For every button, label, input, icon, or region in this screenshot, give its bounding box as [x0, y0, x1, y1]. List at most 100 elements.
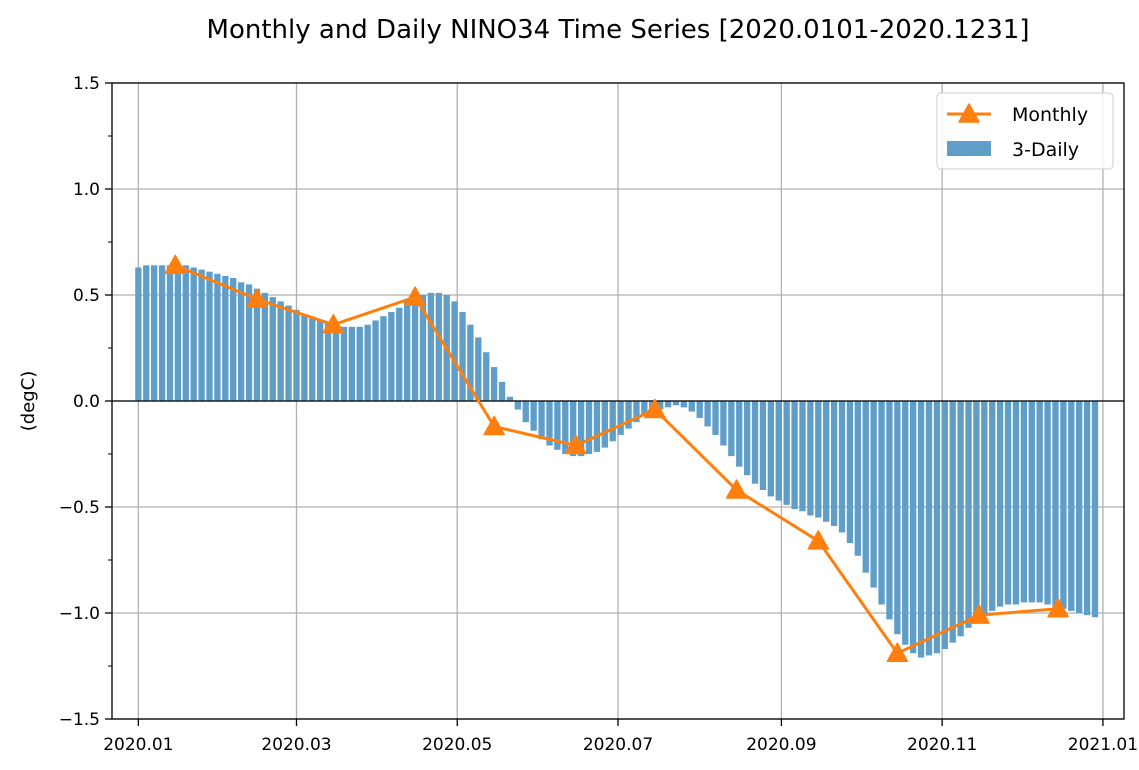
- daily-bar: [894, 401, 901, 635]
- daily-bar: [902, 401, 909, 645]
- daily-bar: [427, 292, 435, 401]
- daily-bar: [498, 381, 506, 401]
- daily-bar: [198, 269, 205, 401]
- daily-bar: [301, 314, 308, 401]
- daily-bar: [657, 401, 664, 410]
- y-tick-label: 0.0: [73, 392, 100, 412]
- daily-bar: [1083, 401, 1091, 616]
- daily-bar: [1060, 401, 1067, 609]
- y-tick-label: 1.5: [73, 74, 100, 94]
- daily-bar: [783, 401, 790, 505]
- monthly-point-marker: [644, 398, 666, 419]
- daily-bar: [546, 401, 553, 446]
- daily-bar: [570, 401, 577, 457]
- legend: Monthly 3-Daily: [936, 92, 1114, 170]
- daily-bar: [277, 301, 284, 401]
- daily-bar: [348, 326, 355, 401]
- legend-triangle-marker: [958, 103, 980, 123]
- monthly-point-marker: [807, 530, 830, 550]
- daily-bar: [356, 326, 363, 401]
- bars-layer: [135, 265, 1099, 658]
- monthly-point-marker: [322, 313, 345, 334]
- daily-bar: [293, 309, 300, 401]
- daily-bar: [680, 401, 688, 408]
- monthly-point-marker: [404, 286, 426, 306]
- daily-bar: [324, 322, 332, 401]
- daily-bar: [506, 396, 514, 401]
- legend-monthly-label: Monthly: [1012, 104, 1088, 126]
- daily-bar: [672, 401, 680, 406]
- daily-bar: [625, 401, 632, 429]
- daily-bar: [475, 337, 482, 401]
- daily-bar: [237, 282, 245, 401]
- daily-bar: [886, 401, 893, 620]
- daily-bar: [538, 401, 545, 440]
- daily-bar: [862, 401, 869, 573]
- daily-bar: [720, 401, 727, 446]
- daily-bar: [989, 401, 996, 611]
- monthly-line-layer: [164, 254, 1069, 663]
- daily-bar: [459, 311, 466, 401]
- daily-bar: [554, 401, 561, 450]
- daily-bar: [617, 401, 624, 435]
- daily-bar: [380, 316, 387, 401]
- daily-bar: [688, 401, 695, 412]
- daily-bar: [910, 401, 917, 654]
- y-tick-label: 0.5: [73, 286, 100, 306]
- daily-bar: [340, 326, 348, 401]
- daily-bar: [261, 292, 269, 401]
- daily-bar: [854, 401, 861, 556]
- daily-bar: [823, 401, 830, 522]
- daily-bar: [483, 352, 490, 401]
- daily-bar: [838, 401, 846, 533]
- daily-bar: [182, 265, 189, 401]
- daily-bar: [941, 401, 948, 650]
- daily-bar: [451, 301, 458, 401]
- daily-bar: [206, 271, 213, 401]
- daily-bar: [736, 401, 743, 467]
- daily-bar: [949, 401, 956, 643]
- daily-bar: [957, 401, 964, 637]
- daily-bar: [743, 401, 751, 476]
- daily-bar: [1004, 401, 1012, 605]
- daily-bar: [245, 284, 253, 401]
- daily-bar: [577, 401, 585, 457]
- daily-bar: [253, 288, 261, 401]
- daily-bar: [190, 267, 197, 401]
- daily-bar: [222, 275, 229, 401]
- daily-bar: [143, 265, 150, 401]
- x-tick-label: 2020.01: [103, 735, 173, 755]
- daily-bar: [751, 401, 759, 484]
- daily-bar: [1068, 401, 1075, 611]
- daily-bar: [419, 295, 427, 401]
- daily-bar: [696, 401, 703, 418]
- daily-bar: [174, 265, 182, 401]
- x-tick-label: 2020.03: [261, 735, 331, 755]
- daily-bar: [269, 297, 276, 401]
- daily-bar: [799, 401, 806, 512]
- daily-bar: [467, 324, 474, 401]
- daily-bar: [1028, 401, 1035, 603]
- daily-bar: [411, 297, 419, 401]
- daily-bar: [807, 401, 814, 516]
- daily-bar: [641, 401, 648, 416]
- daily-bar: [562, 401, 569, 454]
- daily-bar: [704, 401, 711, 427]
- daily-bar: [364, 324, 371, 401]
- x-tick-label: 2020.09: [746, 735, 816, 755]
- daily-bar: [973, 401, 980, 622]
- daily-bar: [1020, 401, 1028, 603]
- daily-bar: [166, 265, 174, 401]
- daily-bar: [309, 318, 316, 401]
- monthly-point-marker: [246, 288, 268, 308]
- monthly-point-marker: [886, 642, 909, 663]
- x-tick-label: 2020.07: [583, 735, 653, 755]
- daily-bar: [664, 401, 672, 408]
- daily-bar: [1052, 401, 1059, 607]
- axis-layer: −1.5 −1.0 −0.5 0.0 0.5 1.0 1.5 2020.01 2020.03 20…: [59, 74, 1138, 755]
- monthly-point-marker: [483, 415, 505, 436]
- y-axis-label: (degC): [18, 371, 39, 432]
- x-tick-label: 2021.01: [1068, 735, 1138, 755]
- daily-bar: [230, 278, 237, 401]
